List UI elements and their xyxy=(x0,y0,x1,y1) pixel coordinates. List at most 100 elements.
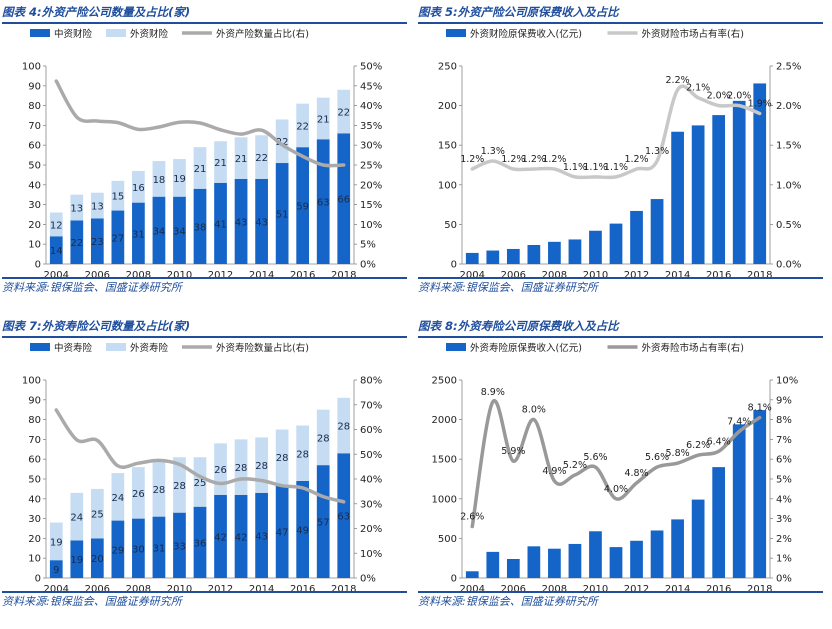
line-value-label: 6.4% xyxy=(707,436,731,447)
y-left-tick-label: 70 xyxy=(28,435,41,446)
bar-value-label: 59 xyxy=(296,202,309,213)
y-right-tick-label: 5% xyxy=(776,475,792,486)
bar-value-label: 34 xyxy=(153,226,166,237)
chart-title: 图表 5:外资产险公司原保费收入及占比 xyxy=(418,2,823,24)
x-tick-label: 2010 xyxy=(583,270,608,279)
bar xyxy=(650,199,664,264)
bar xyxy=(111,210,125,264)
line-value-label: 1.2% xyxy=(522,154,546,165)
bar xyxy=(568,239,582,264)
bar xyxy=(90,192,104,219)
legend-label: 外资寿险原保费收入(亿元) xyxy=(470,342,582,354)
bar xyxy=(337,453,351,578)
x-tick-label: 2018 xyxy=(331,584,356,593)
bar xyxy=(506,558,520,578)
line-value-label: 1.9% xyxy=(748,99,772,110)
bar xyxy=(111,473,125,521)
bar-value-label: 31 xyxy=(153,543,166,554)
bar xyxy=(275,484,289,578)
bar xyxy=(337,89,351,134)
bar xyxy=(465,252,479,264)
bar xyxy=(691,125,705,265)
legend-swatch xyxy=(30,343,50,351)
chart-foreign-life-premium: 外资寿险原保费收入(亿元) 外资寿险市场占有率(右) 0 500 1000 1500 200… xyxy=(432,342,799,593)
bar-value-label: 34 xyxy=(173,226,186,237)
bar-value-label: 51 xyxy=(276,210,289,221)
y-right-tick-label: 25% xyxy=(360,161,382,172)
line-value-label: 2.0% xyxy=(707,91,731,102)
legend-label: 外资寿险 xyxy=(130,342,169,354)
bar xyxy=(548,548,561,578)
bar-value-label: 28 xyxy=(255,461,268,472)
bar xyxy=(152,461,166,517)
bar xyxy=(712,115,726,264)
bar-value-label: 14 xyxy=(50,246,63,257)
bar xyxy=(316,409,330,466)
bar xyxy=(193,147,207,189)
bar xyxy=(234,137,248,179)
x-tick-label: 2010 xyxy=(583,584,608,593)
legend-label: 外资产险数量占比(右) xyxy=(216,28,309,40)
y-left-tick-label: 1500 xyxy=(432,455,457,466)
chart-foreign-pc-count: 中资财险 外资财险 外资产险数量占比(右) 0 10 20 30 40 50 60 70 80 90 10… xyxy=(22,28,382,279)
x-tick-label: 2008 xyxy=(542,584,567,593)
bar xyxy=(111,180,125,211)
bar-value-label: 31 xyxy=(132,229,145,240)
bar-value-label: 57 xyxy=(317,518,330,529)
bar-value-label: 13 xyxy=(91,202,104,213)
chart-foreign-life-count: 中资寿险 外资寿险 外资寿险数量占比(右) 0 10 20 30 40 50 60 70 80 90 10… xyxy=(22,342,382,593)
legend-swatch xyxy=(30,29,50,37)
line-value-label: 2.0% xyxy=(727,91,751,102)
bar xyxy=(49,522,63,561)
bar xyxy=(111,520,125,578)
y-right-tick-label: 45% xyxy=(360,81,382,92)
bar-value-label: 18 xyxy=(153,175,166,186)
chart-source: 资料来源:银保监会、国盛证券研究所 xyxy=(2,591,407,611)
y-left-tick-label: 100 xyxy=(22,62,41,73)
bar-value-label: 28 xyxy=(337,422,350,433)
bar-value-label: 36 xyxy=(194,538,207,549)
bar xyxy=(152,196,166,264)
y-right-tick-label: 15% xyxy=(360,200,382,211)
bar xyxy=(506,248,520,264)
bar xyxy=(90,218,104,264)
bar xyxy=(70,220,84,264)
x-tick-label: 2004 xyxy=(460,584,485,593)
x-tick-label: 2014 xyxy=(665,270,690,279)
line-value-label: 1.2% xyxy=(460,154,484,165)
bar-value-label: 28 xyxy=(296,449,309,460)
line-value-label: 5.8% xyxy=(666,448,690,459)
bar xyxy=(296,103,310,148)
x-tick-label: 2014 xyxy=(249,584,274,593)
bar xyxy=(234,178,248,264)
y-left-tick-label: 40 xyxy=(28,494,41,505)
legend-label: 外资寿险市场占有率(右) xyxy=(642,342,744,354)
x-tick-label: 2016 xyxy=(706,270,731,279)
y-right-tick-label: 40% xyxy=(360,475,382,486)
bar-value-label: 43 xyxy=(255,531,268,542)
line-value-label: 1.1% xyxy=(563,162,587,173)
y-right-tick-label: 3% xyxy=(776,514,792,525)
y-right-tick-label: 50% xyxy=(360,450,382,461)
x-tick-label: 2006 xyxy=(85,584,110,593)
bar xyxy=(630,210,643,264)
y-left-tick-label: 40 xyxy=(28,180,41,191)
y-right-tick-label: 0% xyxy=(776,574,792,585)
series-line xyxy=(470,84,762,180)
line-value-label: 5.2% xyxy=(563,460,587,471)
bar xyxy=(90,538,104,578)
line-value-label: 2.6% xyxy=(460,512,484,523)
bar xyxy=(49,212,63,237)
bar-value-label: 43 xyxy=(235,217,248,228)
y-left-tick-label: 60 xyxy=(28,141,41,152)
bar-value-label: 28 xyxy=(153,485,166,496)
bar-value-label: 22 xyxy=(70,238,83,249)
bar-value-label: 25 xyxy=(91,510,104,521)
chart-source: 资料来源:银保监会、国盛证券研究所 xyxy=(2,277,407,297)
bar-value-label: 26 xyxy=(214,465,227,476)
x-tick-label: 2008 xyxy=(542,270,567,279)
bar xyxy=(753,410,767,578)
y-right-tick-label: 35% xyxy=(360,121,382,132)
x-tick-label: 2012 xyxy=(624,270,649,279)
y-left-tick-label: 0 xyxy=(451,574,457,585)
